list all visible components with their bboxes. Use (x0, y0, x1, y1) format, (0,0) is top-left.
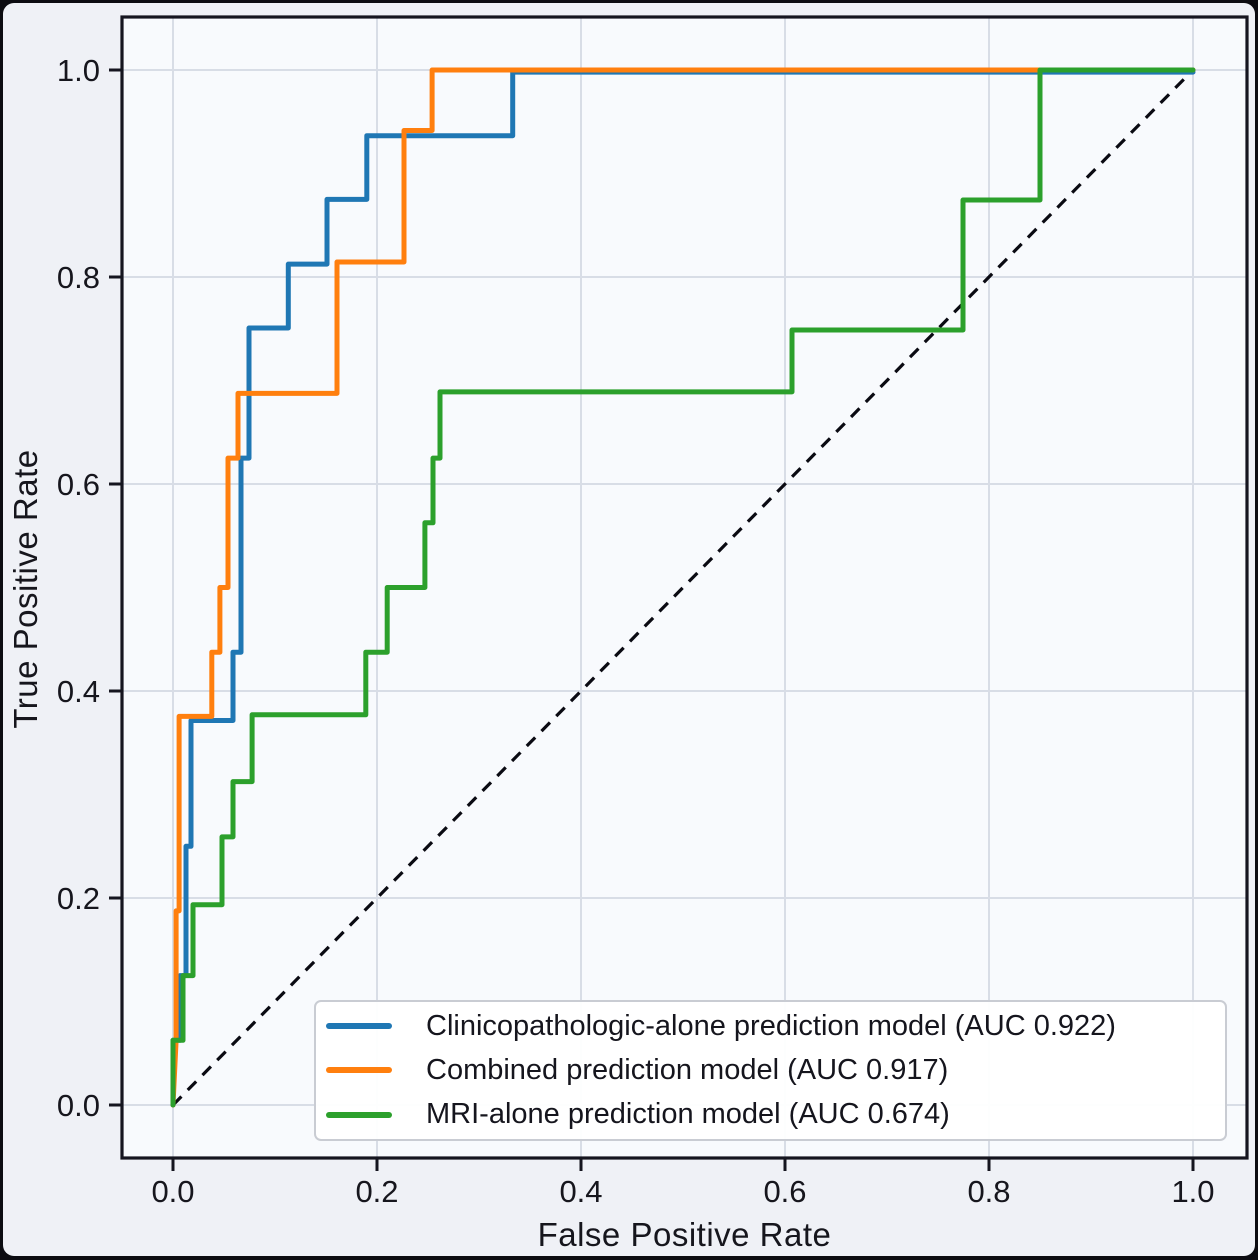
x-tick-label: 0.6 (763, 1174, 806, 1209)
y-tick-label: 0.8 (57, 260, 100, 295)
roc-curve-mri-alone (170, 67, 1196, 1108)
y-tick-label: 0.2 (57, 881, 100, 916)
x-tick-label: 0.2 (355, 1174, 398, 1209)
y-tick-label: 0.4 (57, 674, 100, 709)
roc-curves (170, 67, 1196, 1108)
tick-labels: 0.0 0.2 0.4 0.6 0.8 1.0 0.0 0.2 0.4 0.6 0.8 1.0 (57, 53, 1215, 1209)
legend-item-clinicopathologic: Clinicopathologic-alone prediction model… (326, 1004, 1225, 1048)
legend-swatch-orange-line (326, 1067, 392, 1074)
legend-swatch-blue-line (326, 1023, 392, 1030)
legend-item-combined: Combined prediction model (AUC 0.917) (326, 1048, 1225, 1092)
x-tick-label: 0.0 (151, 1174, 194, 1209)
x-tick-label: 0.8 (967, 1174, 1010, 1209)
legend-box: Clinicopathologic-alone prediction model… (314, 1000, 1227, 1141)
x-tick-label: 0.4 (559, 1174, 602, 1209)
legend-swatch-green-line (326, 1111, 392, 1118)
chance-diagonal (171, 68, 1195, 1107)
roc-curve-combined (170, 67, 1196, 1108)
legend-item-mri: MRI-alone prediction model (AUC 0.674) (326, 1093, 1225, 1137)
axis-ticks (109, 68, 1195, 1171)
x-tick-label: 1.0 (1171, 1174, 1214, 1209)
y-tick-label: 0.6 (57, 467, 100, 502)
legend-label: MRI-alone prediction model (AUC 0.674) (426, 1098, 950, 1131)
x-axis-label: False Positive Rate (537, 1216, 832, 1253)
legend-label: Combined prediction model (AUC 0.917) (426, 1053, 949, 1086)
legend-label: Clinicopathologic-alone prediction model… (426, 1009, 1116, 1042)
y-tick-label: 0.0 (57, 1088, 100, 1123)
y-tick-label: 1.0 (57, 53, 100, 88)
y-axis-label: True Positive Rate (7, 449, 44, 729)
plot-spines (120, 15, 1249, 1160)
